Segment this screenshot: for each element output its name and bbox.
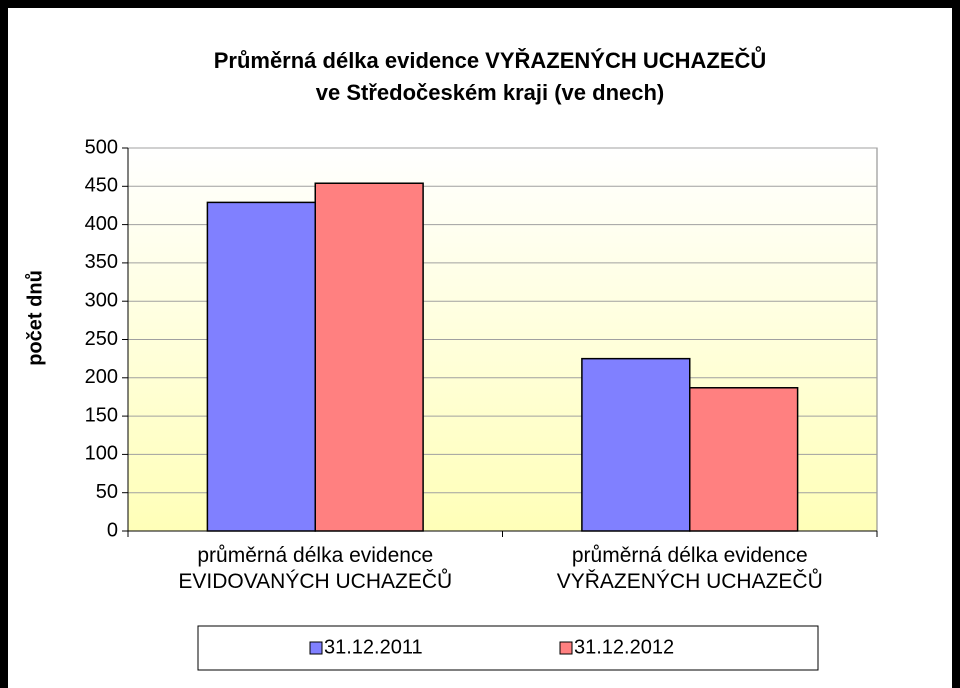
y-tick-label: 400 (85, 213, 118, 235)
legend-label: 31.12.2012 (574, 636, 674, 658)
chart-title: ve Středočeském kraji (ve dnech) (316, 80, 665, 105)
legend-label: 31.12.2011 (324, 636, 423, 658)
chart-title: Průměrná délka evidence VYŘAZENÝCH UCHAZ… (214, 45, 767, 73)
y-tick-label: 250 (85, 328, 118, 350)
bar (689, 387, 799, 532)
y-tick-label: 300 (85, 289, 118, 311)
bar (206, 201, 316, 532)
x-tick-label: průměrná délka evidence VYŘAZENÝCH UCHAZ… (556, 544, 823, 593)
y-tick-label: 100 (85, 443, 118, 465)
y-axis-label: počet dnů (24, 270, 46, 366)
legend-swatch (309, 641, 323, 655)
bar (314, 182, 424, 532)
legend-box (197, 625, 819, 671)
bar (581, 357, 691, 532)
y-tick-label: 0 (107, 519, 118, 541)
y-tick-label: 350 (85, 251, 118, 273)
y-tick-label: 200 (85, 366, 118, 388)
legend-swatch (559, 641, 573, 655)
y-tick-label: 50 (96, 481, 118, 503)
y-tick-label: 150 (85, 404, 118, 426)
y-tick-label: 500 (85, 136, 118, 158)
x-tick-label: průměrná délka evidence EVIDOVANÝCH UCHA… (178, 544, 453, 593)
y-tick-label: 450 (85, 175, 118, 197)
